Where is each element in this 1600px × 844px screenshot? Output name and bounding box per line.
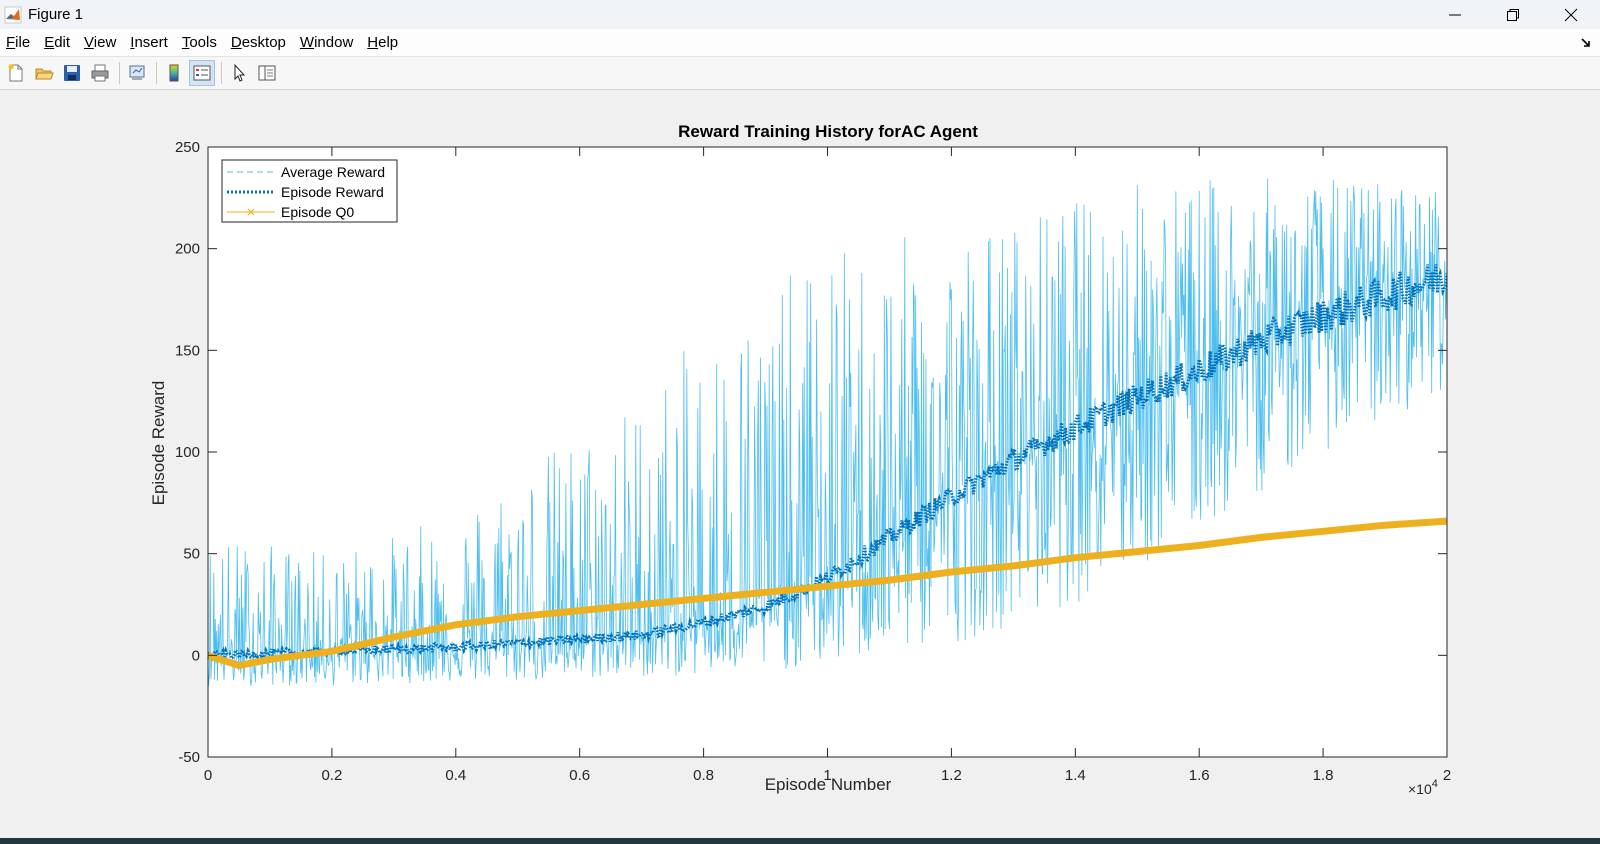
window-title: Figure 1 [28, 6, 84, 23]
menu-insert[interactable]: Insert [130, 34, 168, 51]
print-icon [91, 64, 109, 82]
x-tick-label: 1.2 [941, 767, 962, 784]
reward-chart[interactable]: Reward Training History forAC Agent 0 0.2… [0, 90, 1600, 838]
plot-area [206, 146, 1448, 758]
x-tick-label: 0.8 [693, 767, 714, 784]
taskbar-edge [0, 838, 1600, 844]
x-tick-label: 0.4 [445, 767, 466, 784]
x-tick-label: 0.2 [321, 767, 342, 784]
toolbar-separator [119, 62, 120, 84]
close-button[interactable] [1542, 0, 1600, 29]
save-button[interactable] [59, 60, 85, 86]
menu-tools[interactable]: Tools [181, 34, 217, 51]
insert-legend-button[interactable] [189, 60, 215, 86]
open-file-button[interactable] [31, 60, 57, 86]
series-episode-reward [208, 264, 1447, 663]
restore-icon [1507, 8, 1519, 21]
x-tick-label: 1.4 [1065, 767, 1086, 784]
y-tick-label: 50 [183, 546, 200, 563]
property-inspector-button[interactable] [254, 60, 280, 86]
menu-edit[interactable]: Edit [44, 34, 71, 51]
colorbar-icon [169, 64, 179, 82]
link-plot-button[interactable] [124, 60, 150, 86]
minimize-icon [1449, 14, 1461, 15]
y-axis: -50 0 50 100 150 200 250 [175, 139, 1447, 766]
legend-entry-label: Episode Reward [281, 184, 384, 200]
dock-arrow-icon[interactable] [1580, 37, 1592, 49]
save-icon [64, 65, 80, 81]
legend-marker-x-icon [247, 208, 255, 216]
x-tick-label: 0.6 [569, 767, 590, 784]
legend-icon [193, 65, 211, 81]
restore-button[interactable] [1484, 0, 1542, 29]
chart-title: Reward Training History forAC Agent [678, 122, 978, 141]
close-icon [1564, 8, 1578, 21]
x-axis: 0 0.2 0.4 0.6 0.8 1 1.2 1.4 1.6 1.8 2 [204, 147, 1451, 784]
x-tick-label: 1.8 [1313, 767, 1334, 784]
y-tick-label: 200 [175, 241, 200, 258]
legend[interactable]: Average Reward Episode Reward Episode Q0 [221, 159, 398, 223]
menu-help[interactable]: Help [367, 34, 399, 51]
y-tick-label: -50 [178, 749, 200, 766]
edit-plot-button[interactable] [226, 60, 252, 86]
property-inspector-icon [258, 65, 276, 81]
menu-window[interactable]: Window [299, 34, 354, 51]
figure-canvas: Reward Training History forAC Agent 0 0.2… [0, 90, 1600, 838]
toolbar-separator [221, 62, 222, 84]
link-axes-icon [129, 65, 145, 80]
x-tick-label: 1 [823, 767, 831, 784]
open-file-icon [35, 68, 54, 80]
x-axis-exponent: ×104 [1408, 778, 1438, 797]
menu-bar: File Edit View Insert Tools Desktop Window Help [0, 29, 1600, 57]
x-tick-label: 0 [204, 767, 212, 784]
y-axis-label: Episode Reward [149, 381, 168, 506]
y-tick-label: 0 [192, 647, 200, 664]
matlab-logo-icon [4, 6, 22, 23]
figure-toolbar [0, 57, 1600, 90]
x-tick-label: 2 [1443, 767, 1451, 784]
window-controls [1426, 0, 1600, 29]
legend-entry-label: Episode Q0 [281, 204, 354, 220]
window-titlebar: Figure 1 [0, 0, 1600, 29]
y-tick-label: 100 [175, 444, 200, 461]
toolbar-separator [156, 62, 157, 84]
select-pointer-icon [234, 63, 246, 82]
minimize-button[interactable] [1426, 0, 1484, 29]
axes-background [208, 147, 1447, 757]
y-tick-label: 250 [175, 139, 200, 156]
series-episode-q0 [206, 517, 1448, 669]
series-average-reward [208, 178, 1447, 686]
legend-entry-label: Average Reward [281, 164, 385, 180]
x-axis-label: Episode Number [765, 775, 892, 794]
insert-colorbar-button[interactable] [161, 60, 187, 86]
menu-view[interactable]: View [84, 34, 117, 51]
menu-file[interactable]: File [6, 34, 31, 51]
new-figure-icon [8, 64, 23, 82]
menu-desktop[interactable]: Desktop [230, 34, 286, 51]
new-figure-button[interactable] [3, 60, 29, 86]
x-tick-label: 1.6 [1189, 767, 1210, 784]
y-tick-label: 150 [175, 342, 200, 359]
print-button[interactable] [87, 60, 113, 86]
